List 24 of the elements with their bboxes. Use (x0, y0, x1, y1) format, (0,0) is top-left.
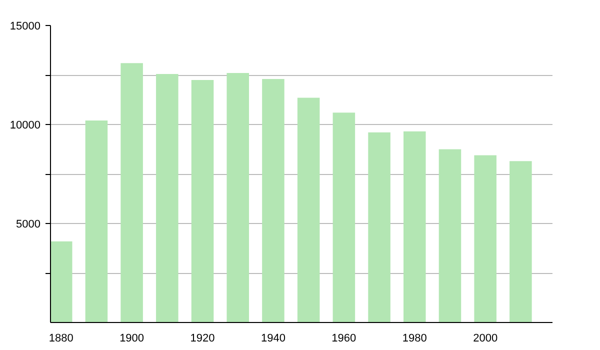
bar (262, 78, 284, 322)
y-tick-label: 5000 (16, 218, 41, 230)
bar (368, 132, 390, 322)
x-tick-label: 1900 (120, 332, 144, 344)
bar (226, 73, 249, 322)
bar (191, 80, 214, 322)
x-tick-label: 1940 (260, 332, 286, 344)
bar (474, 155, 496, 322)
x-tick-label: 1960 (332, 332, 356, 344)
bar (438, 149, 462, 322)
bar (332, 112, 356, 322)
bar (297, 98, 320, 322)
x-tick-label: 1920 (190, 332, 215, 344)
bar (156, 74, 178, 322)
bar (403, 131, 426, 322)
bar (120, 63, 143, 322)
bar (85, 120, 108, 322)
x-tick-label: 1880 (48, 332, 74, 344)
bar (510, 161, 532, 322)
x-tick-label: 1980 (402, 332, 427, 344)
bar (50, 241, 72, 322)
y-tick-label: 15000 (10, 20, 41, 32)
x-tick-label: 2000 (473, 332, 498, 344)
y-tick-label: 10000 (10, 120, 41, 132)
